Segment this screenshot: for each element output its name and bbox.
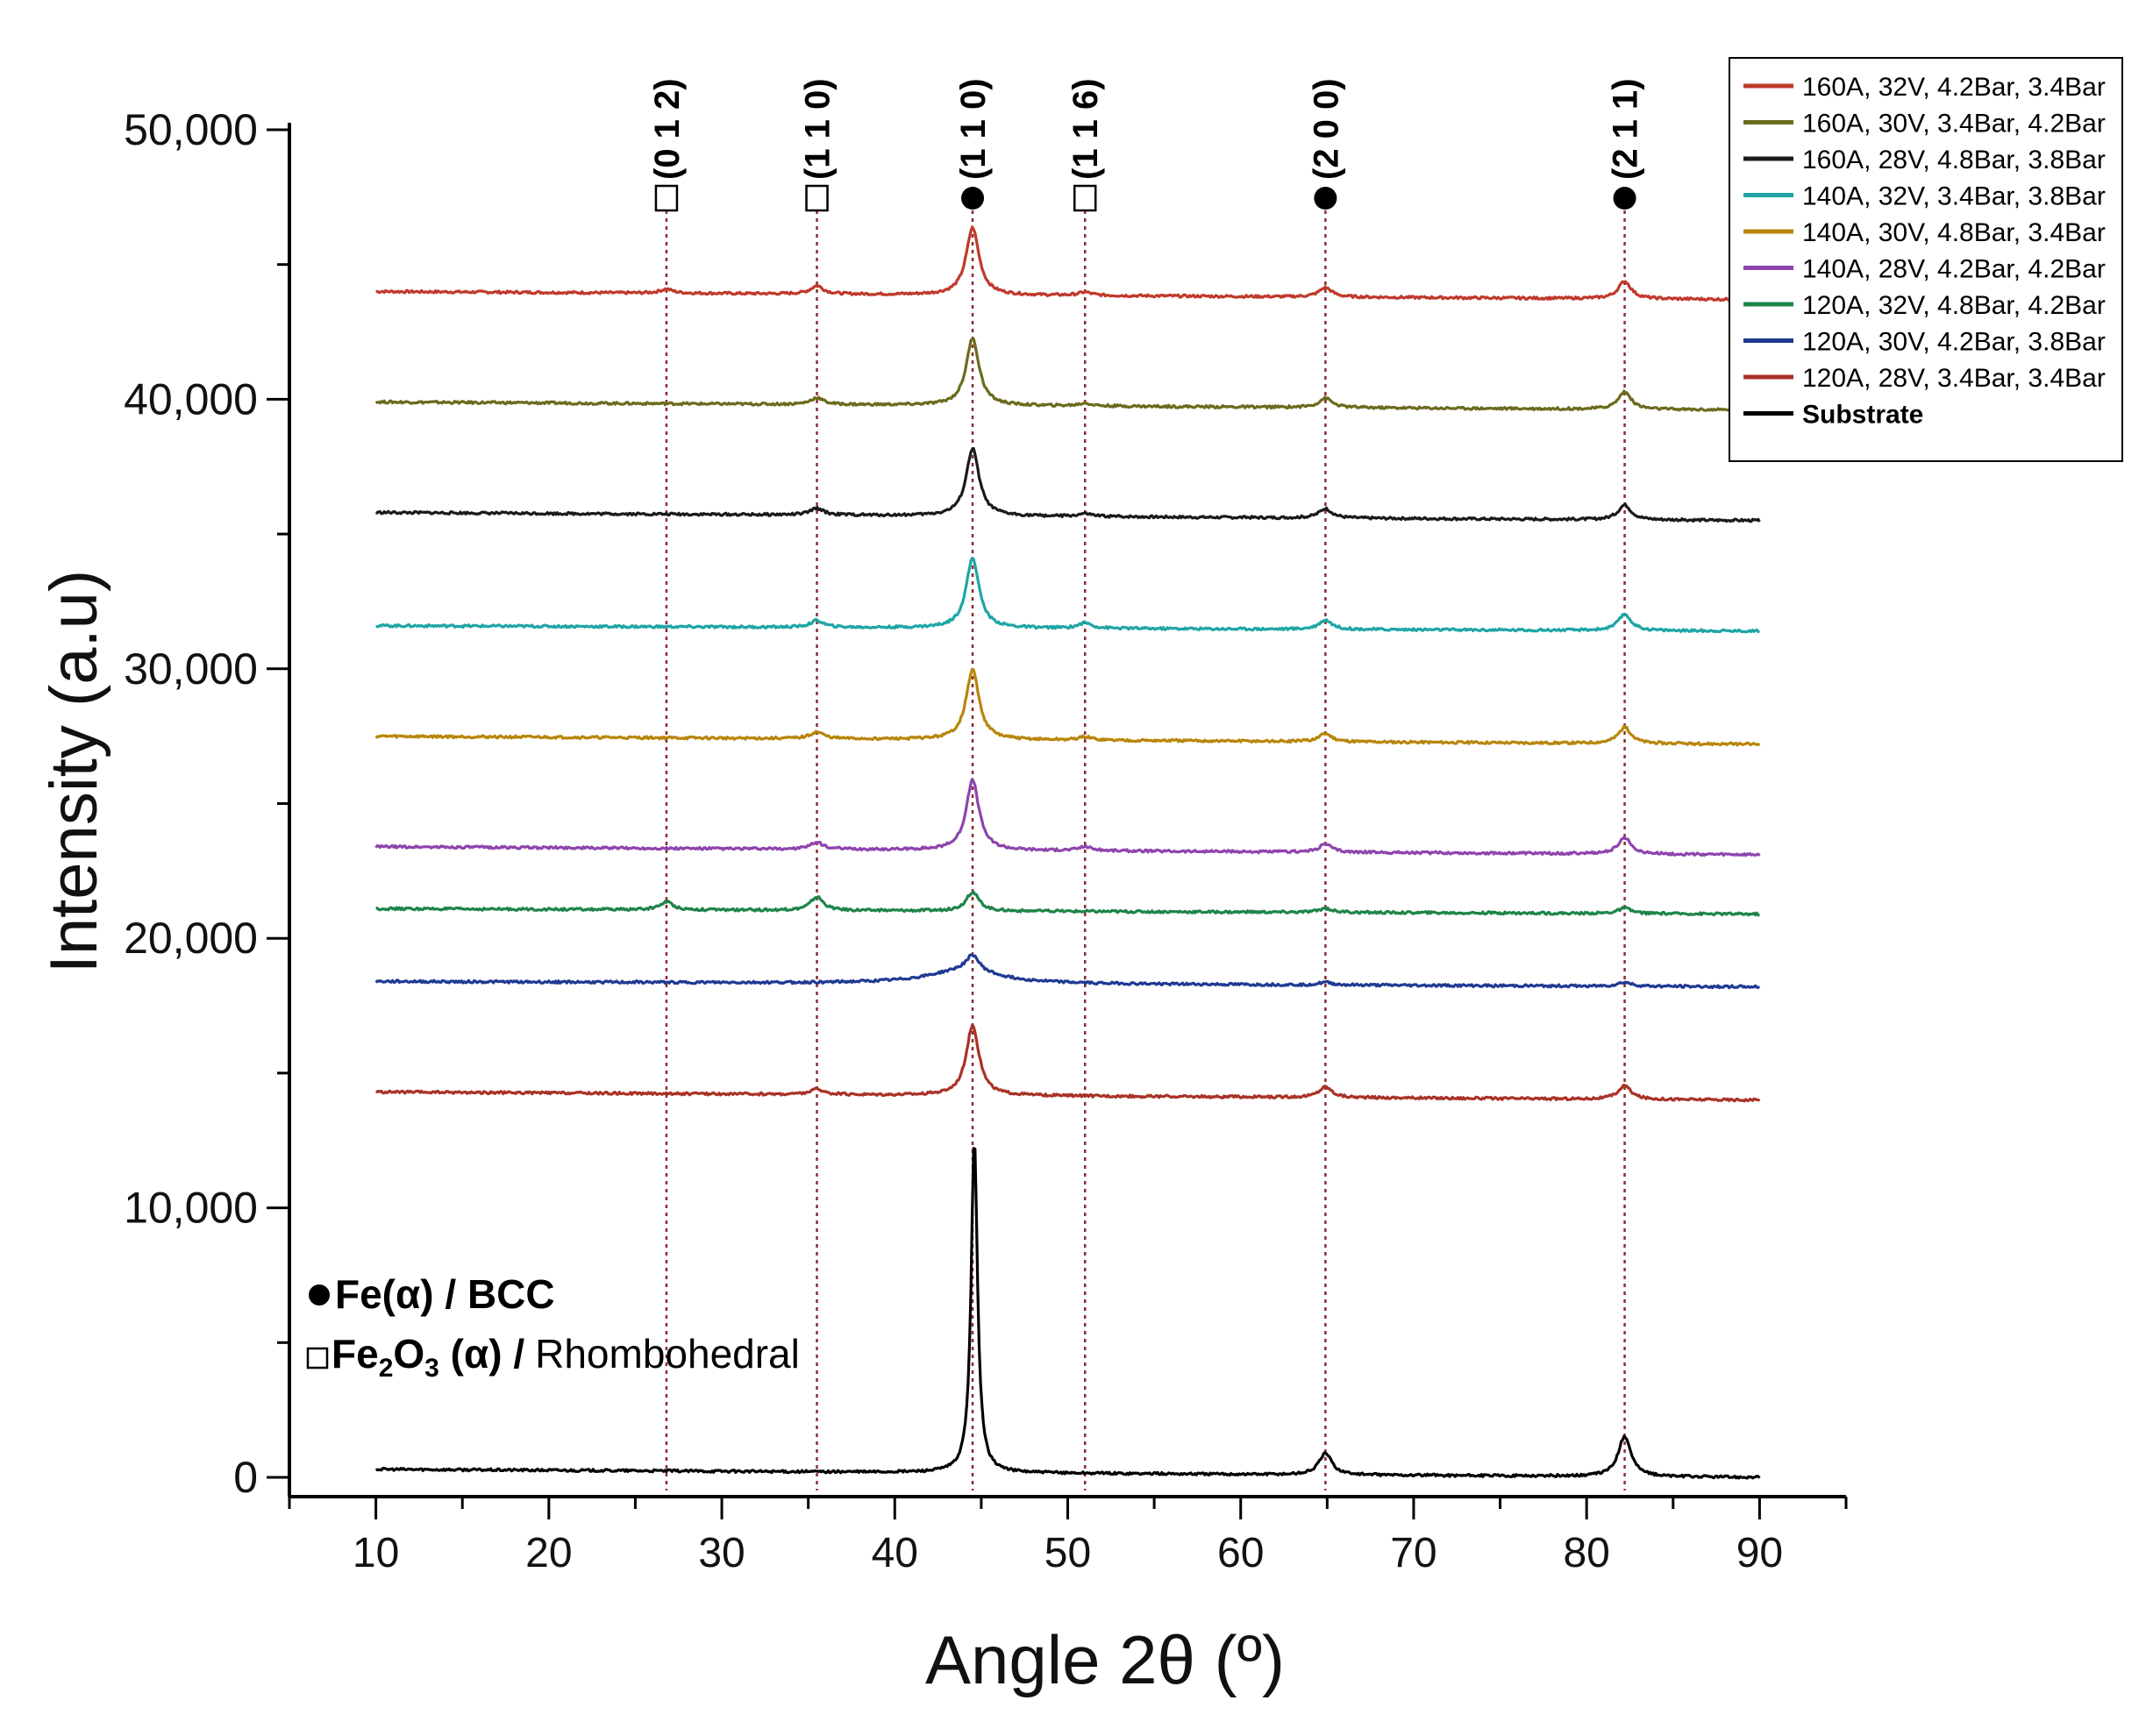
- x-tick-label: 10: [353, 1530, 399, 1576]
- x-tick-label: 20: [525, 1530, 572, 1576]
- x-tick-label: 30: [698, 1530, 745, 1576]
- x-tick-label: 70: [1390, 1530, 1437, 1576]
- fe-marker: [309, 1284, 330, 1306]
- hkl-label: (2 0 0): [1307, 78, 1345, 180]
- reference-labels: (0 1 2) (1 1 0) (1 1 0) (1 1 6) (2 0 0) (2 1 …: [648, 78, 1645, 212]
- fe-peak-marker: [961, 187, 985, 210]
- series-line: [374, 778, 1761, 857]
- phase-key: Fe(α) / BCC Fe2O3 (α) / Rhombohedral: [306, 1271, 800, 1383]
- legend: 160A, 32V, 4.2Bar, 3.4Bar 160A, 30V, 3.4B…: [1729, 57, 2123, 462]
- y-tick-label: 30,000: [124, 644, 258, 694]
- y-tick-label: 50,000: [124, 105, 258, 154]
- legend-label: 120A, 30V, 4.2Bar, 3.8Bar: [1802, 328, 2106, 357]
- legend-label: Substrate: [1802, 401, 1923, 430]
- fe2o3-peak-marker: [805, 184, 829, 212]
- y-tick-label: 20,000: [124, 914, 258, 963]
- x-axis-title: Angle 2θ (º): [925, 1621, 1285, 1698]
- ticks: 10 20 30 40 50 60 70 80 90 0 10,000 20,000 30,000 40,…: [124, 105, 1848, 1576]
- fe2o3-prefix: Fe: [332, 1331, 379, 1377]
- fe-peak-marker: [1613, 187, 1636, 210]
- legend-label: 120A, 28V, 3.4Bar, 3.4Bar: [1802, 364, 2106, 393]
- y-tick-label: 10,000: [124, 1184, 258, 1233]
- x-tick-label: 50: [1044, 1530, 1091, 1576]
- series-line: [375, 1023, 1761, 1103]
- series-line: [375, 1147, 1761, 1480]
- reference-lines: [665, 210, 1626, 1491]
- series-line: [375, 556, 1760, 634]
- fe2o3-peak-marker: [1073, 184, 1097, 212]
- fe-peak-marker: [1314, 187, 1337, 210]
- fe2o3-marker: [306, 1347, 329, 1370]
- legend-label: 160A, 30V, 3.4Bar, 4.2Bar: [1802, 110, 2106, 139]
- hkl-label: (2 1 1): [1607, 78, 1645, 180]
- x-tick-label: 40: [872, 1530, 918, 1576]
- series-line: [375, 225, 1761, 302]
- fe2o3-peak-marker: [654, 184, 679, 212]
- y-tick-label: 0: [233, 1453, 258, 1502]
- legend-label: 160A, 32V, 4.2Bar, 3.4Bar: [1802, 73, 2106, 102]
- x-tick-label: 60: [1217, 1530, 1264, 1576]
- legend-label: 120A, 32V, 4.8Bar, 4.2Bar: [1802, 291, 2106, 320]
- series-line: [374, 338, 1761, 413]
- legend-box: [1729, 57, 2123, 462]
- fe2o3-phase: Rhombohedral: [535, 1331, 800, 1377]
- hkl-label: (1 1 6): [1066, 78, 1105, 180]
- series-line: [375, 890, 1760, 917]
- series-line: [374, 953, 1760, 990]
- fe2o3-label: Fe2O3 (α) / Rhombohedral: [332, 1331, 800, 1383]
- y-axis-title: Intensity (a.u): [37, 570, 111, 973]
- fe2o3-sub2: 3: [424, 1354, 439, 1383]
- series-line: [374, 667, 1761, 747]
- legend-label: 160A, 28V, 4.8Bar, 3.8Bar: [1802, 146, 2106, 174]
- series-layer: [374, 225, 1761, 1480]
- fe2o3-sub1: 2: [379, 1354, 394, 1383]
- x-tick-label: 80: [1563, 1530, 1609, 1576]
- hkl-label: (1 1 0): [799, 78, 838, 180]
- hkl-label: (0 1 2): [648, 78, 687, 180]
- x-tick-label: 90: [1736, 1530, 1783, 1576]
- legend-label: 140A, 28V, 4.2Bar, 4.2Bar: [1802, 255, 2106, 284]
- fe2o3-mid: O: [393, 1331, 424, 1377]
- legend-label: 140A, 32V, 3.4Bar, 3.8Bar: [1802, 182, 2106, 211]
- series-line: [374, 447, 1761, 523]
- hkl-label: (1 1 0): [954, 78, 993, 180]
- y-tick-label: 40,000: [124, 374, 258, 423]
- legend-label: 140A, 30V, 4.8Bar, 3.4Bar: [1802, 218, 2106, 247]
- fe-label: Fe(α) / BCC: [335, 1271, 555, 1317]
- fe2o3-suffix: (α) /: [439, 1331, 524, 1377]
